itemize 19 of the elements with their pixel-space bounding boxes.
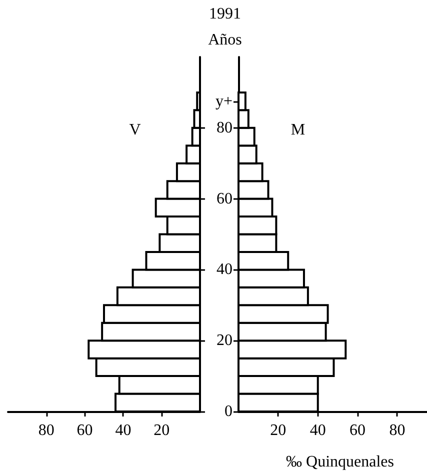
x-tick-label: 60 [76,422,93,439]
chart-title: 1991 [209,6,241,22]
y-tick-label: 20 [216,332,232,350]
x-tick-label: 20 [154,422,170,439]
x-tick-label: 80 [389,422,406,439]
x-tick-label: 80 [38,422,54,439]
y-axis-title: Años [208,32,242,48]
y-tick-label: 60 [216,190,232,208]
x-tick-label: 40 [115,422,132,439]
y-tick-label: 0 [224,403,232,420]
y-tick-label: 80 [216,119,232,136]
x-axis-title: ‰ Quinquenales [286,454,394,470]
x-tick-label: 20 [270,422,286,439]
text: M [290,122,306,138]
x-tick-label: 60 [350,422,366,439]
text: V [129,122,142,138]
y-tick-label: y+ [215,92,232,110]
y-tick-label: 40 [216,261,232,278]
x-tick-label: 40 [310,422,326,439]
